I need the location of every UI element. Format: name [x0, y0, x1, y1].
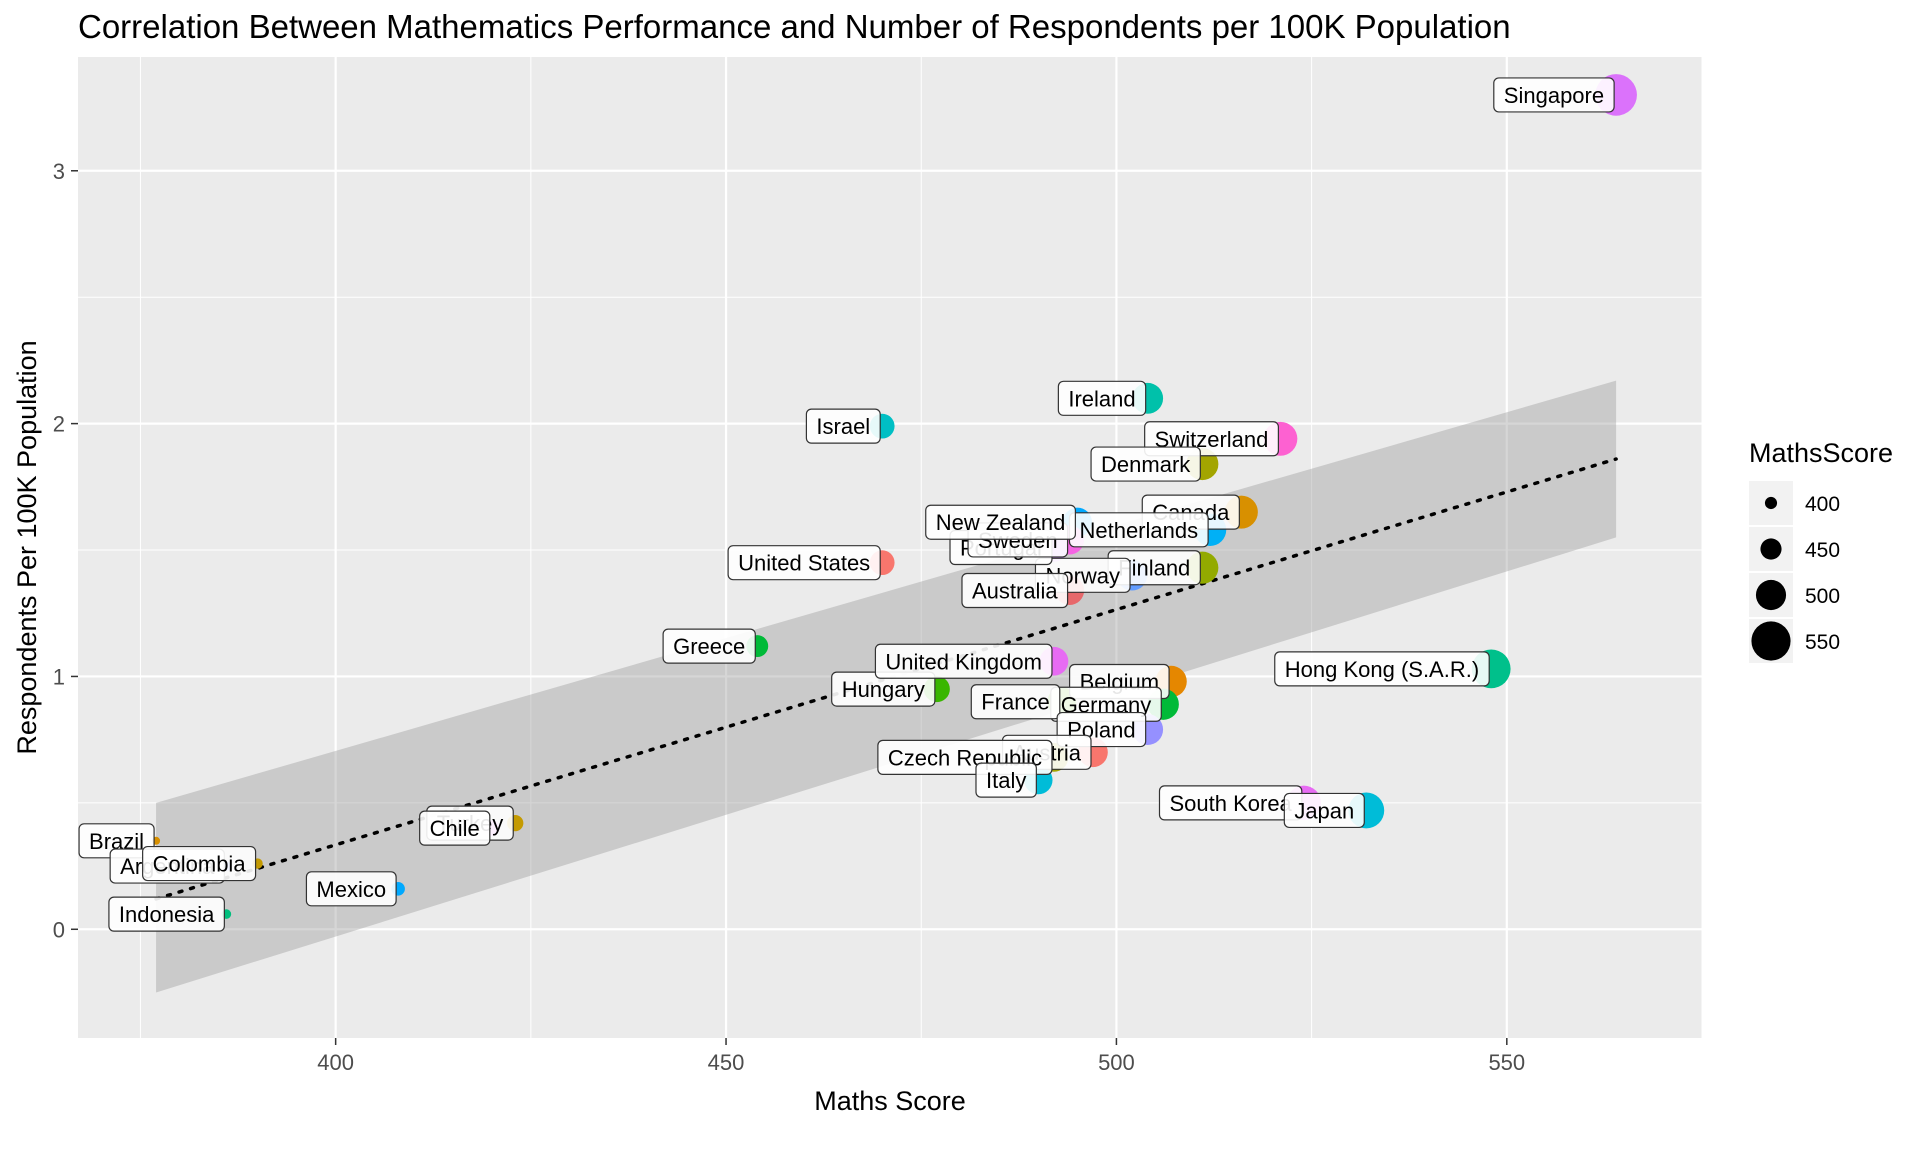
label-australia: Australia	[961, 572, 1069, 609]
label-text: Denmark	[1101, 452, 1191, 477]
trend-line	[154, 457, 1618, 901]
label-text: Singapore	[1504, 83, 1604, 108]
label-text: Japan	[1294, 798, 1354, 823]
legend-label: 500	[1805, 585, 1840, 608]
label-box	[1283, 792, 1365, 829]
label-text: Indonesia	[119, 902, 215, 927]
label-new-zealand: New Zealand	[925, 504, 1076, 540]
label-box	[975, 762, 1037, 798]
label-box	[1274, 651, 1490, 687]
label-box	[970, 684, 1061, 720]
label-text: Australia	[972, 578, 1058, 603]
label-box	[662, 628, 756, 664]
label-text: Hungary	[842, 677, 925, 702]
legend-symbol	[1764, 496, 1778, 510]
x-tick-label: 550	[1488, 1050, 1525, 1075]
chart-title: Correlation Between Mathematics Performa…	[78, 8, 1511, 45]
legend-entries: 400 450 500 550	[1749, 481, 1840, 663]
label-colombia: Colombia	[142, 845, 257, 882]
label-netherlands: Netherlands	[1068, 512, 1209, 548]
label-israel: Israel	[805, 408, 881, 444]
label-japan: Japan	[1283, 792, 1365, 829]
label-indonesia: Indonesia	[108, 896, 225, 932]
y-tick-label: 3	[53, 159, 65, 184]
label-france: France	[970, 684, 1061, 720]
label-hungary: Hungary	[831, 671, 936, 707]
label-united-kingdom: United Kingdom	[874, 643, 1053, 679]
trend-line-layer	[154, 457, 1618, 901]
label-text: Mexico	[316, 877, 386, 902]
label-box	[805, 408, 881, 444]
label-box	[419, 810, 491, 846]
label-box	[874, 643, 1053, 679]
legend: MathsScore 400 450 500 550	[1749, 438, 1893, 663]
legend-label: 400	[1805, 493, 1840, 516]
x-axis-title: Maths Score	[814, 1086, 966, 1116]
x-tick-label: 500	[1098, 1050, 1135, 1075]
label-text: Greece	[673, 634, 745, 659]
label-text: Netherlands	[1079, 518, 1198, 543]
x-tick-label: 400	[317, 1050, 354, 1075]
label-south-korea: South Korea	[1158, 785, 1303, 821]
label-greece: Greece	[662, 628, 756, 664]
label-italy: Italy	[975, 762, 1037, 798]
label-ireland: Ireland	[1057, 380, 1147, 416]
x-tick-label: 450	[708, 1050, 745, 1075]
legend-symbol	[1760, 538, 1782, 560]
label-box	[1493, 77, 1615, 113]
legend-title: MathsScore	[1749, 438, 1893, 468]
label-box	[727, 545, 881, 581]
legend-label: 550	[1805, 631, 1840, 654]
minor-gridlines	[78, 57, 1703, 1038]
label-text: Israel	[816, 414, 870, 439]
label-united-states: United States	[727, 545, 881, 581]
label-text: United Kingdom	[885, 649, 1042, 674]
label-text: United States	[738, 551, 870, 576]
label-text: Ireland	[1068, 386, 1135, 411]
label-text: New Zealand	[936, 510, 1066, 535]
label-box	[108, 896, 225, 932]
legend-label: 450	[1805, 539, 1840, 562]
label-text: Italy	[986, 768, 1026, 793]
label-mexico: Mexico	[305, 871, 397, 907]
label-chile: Chile	[419, 810, 491, 846]
y-tick-label: 0	[53, 917, 65, 942]
labels-layer: SingaporeIrelandIsraelSwitzerlandDenmark…	[78, 77, 1615, 932]
label-box	[925, 504, 1076, 540]
label-box	[305, 871, 397, 907]
label-hong-kong-s-a-r: Hong Kong (S.A.R.)	[1274, 651, 1490, 687]
label-box	[1090, 446, 1201, 482]
label-box	[961, 572, 1069, 609]
legend-symbol	[1751, 621, 1791, 661]
label-text: Colombia	[153, 852, 247, 877]
label-box	[1057, 380, 1147, 416]
legend-symbol	[1755, 579, 1787, 611]
label-denmark: Denmark	[1090, 446, 1201, 482]
label-text: Hong Kong (S.A.R.)	[1285, 657, 1479, 682]
label-singapore: Singapore	[1493, 77, 1615, 113]
y-tick-label: 2	[53, 412, 65, 437]
label-text: Chile	[430, 816, 480, 841]
y-axis-title: Respondents Per 100K Population	[12, 340, 42, 754]
label-box	[142, 845, 257, 882]
label-text: South Korea	[1169, 791, 1292, 816]
label-text: France	[981, 690, 1049, 715]
x-axis-ticks: 400 450 500 550	[317, 1038, 1525, 1075]
y-tick-label: 1	[53, 664, 65, 689]
y-axis-ticks: 0 1 2 3	[53, 159, 78, 942]
